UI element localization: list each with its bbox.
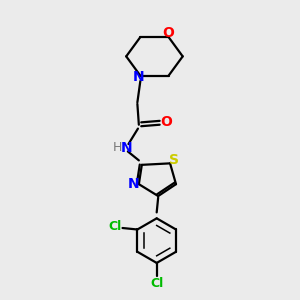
Text: N: N (128, 177, 139, 191)
Text: N: N (133, 70, 145, 84)
Text: N: N (121, 141, 132, 154)
Text: Cl: Cl (150, 277, 163, 290)
Text: O: O (160, 115, 172, 129)
Text: H: H (112, 141, 122, 154)
Text: Cl: Cl (109, 220, 122, 233)
Text: O: O (163, 26, 175, 40)
Text: S: S (169, 153, 178, 167)
